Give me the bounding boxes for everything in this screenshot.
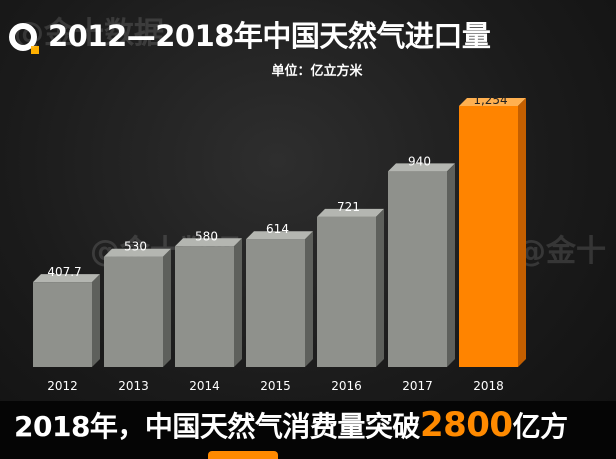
bar-side	[92, 274, 100, 367]
unit-label: 单位：亿立方米	[271, 64, 363, 79]
caption-highlight: 2800	[419, 405, 513, 445]
bar-top	[388, 163, 455, 172]
x-tick-2014: 2014	[189, 379, 220, 393]
x-tick-2017: 2017	[402, 379, 433, 393]
bar-2017	[388, 163, 455, 367]
jin10-logo-icon	[9, 23, 39, 54]
bar-2018	[459, 98, 526, 367]
bar-front	[246, 239, 305, 367]
x-tick-2015: 2015	[260, 379, 291, 393]
bar-top	[459, 98, 526, 106]
data-label-2014: 580	[195, 229, 218, 243]
bar-front	[459, 106, 518, 367]
x-tick-2016: 2016	[331, 379, 362, 393]
caption-prefix: 2018年，中国天然气消费量突破	[14, 410, 420, 443]
bar-top	[246, 231, 313, 240]
bar-top	[104, 248, 171, 257]
bar-side	[376, 208, 384, 367]
caption-band	[0, 401, 616, 459]
bar-top	[33, 274, 100, 283]
bar-front	[175, 246, 234, 367]
data-label-2013: 530	[124, 240, 147, 254]
bar-front	[33, 282, 92, 367]
bar-top	[317, 208, 384, 217]
bar-top	[175, 238, 242, 247]
caption: 2018年，中国天然气消费量突破2800亿方	[14, 405, 568, 445]
data-label-2012: 407.7	[47, 265, 81, 279]
bar-2016	[317, 208, 384, 367]
watermark: @金十数据	[14, 16, 164, 51]
bar-front	[317, 216, 376, 367]
caption-suffix: 亿方	[512, 410, 569, 443]
data-label-2017: 940	[408, 154, 431, 168]
bar-chart: 407.7 2012 530 2013 580 2014 614 2015 721 2016 940…	[33, 93, 526, 393]
x-tick-2012: 2012	[47, 379, 78, 393]
bar-side	[163, 248, 171, 367]
bar-2014	[175, 238, 242, 367]
bar-side	[447, 163, 455, 367]
cropped-subtitle	[208, 445, 318, 459]
bar-side	[518, 98, 526, 367]
bar-2015	[246, 231, 313, 367]
x-tick-2018: 2018	[473, 379, 504, 393]
bar-2013	[104, 248, 171, 367]
x-tick-2013: 2013	[118, 379, 149, 393]
chart-title: 2012—2018年中国天然气进口量	[48, 19, 491, 53]
data-label-2016: 721	[337, 200, 360, 214]
watermark: @金十	[516, 234, 606, 269]
data-label-2015: 614	[266, 222, 289, 236]
bar-side	[305, 231, 313, 367]
bar-front	[104, 256, 163, 367]
bar-front	[388, 171, 447, 367]
data-label-2018: 1,254	[473, 93, 507, 107]
bar-2012	[33, 274, 100, 367]
bar-side	[234, 238, 242, 367]
